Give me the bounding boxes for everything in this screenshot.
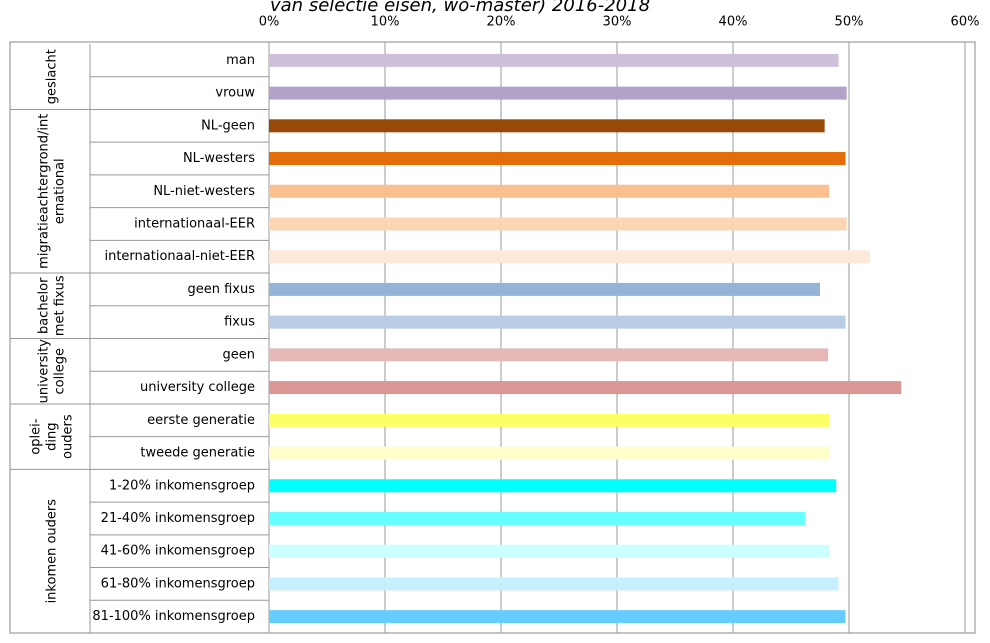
x-tick-label: 30% [603, 15, 632, 30]
bar [269, 511, 805, 525]
y-tick-label: 41-60% inkomensgroep [101, 544, 255, 559]
bar [269, 53, 839, 67]
bar [269, 610, 846, 624]
y-tick-label: 81-100% inkomensgroep [92, 609, 255, 624]
bar [269, 413, 830, 427]
y-tick-label: geen [223, 347, 256, 362]
x-tick-label: 60% [951, 15, 980, 30]
bar [269, 479, 837, 493]
chart-title: van selectie eisen, wo-master) 2016-2018 [270, 0, 650, 16]
bar [269, 119, 825, 133]
x-tick-label: 0% [259, 15, 280, 30]
y-tick-label: fixus [224, 315, 255, 330]
y-tick-label: tweede generatie [140, 446, 255, 461]
group-label: geslacht [45, 49, 60, 104]
group-label: ernational [53, 158, 68, 224]
group-label: university [37, 339, 52, 404]
group-label: oplei- [29, 418, 44, 454]
x-tick-label: 40% [719, 15, 748, 30]
bar [269, 250, 870, 264]
y-tick-label: university college [140, 380, 255, 395]
y-tick-label: 21-40% inkomensgroep [101, 511, 255, 526]
bar [269, 577, 839, 591]
y-tick-label: eerste generatie [147, 413, 255, 428]
y-tick-label: vrouw [215, 86, 255, 101]
bar [269, 217, 847, 231]
bar [269, 282, 820, 296]
y-tick-label: 1-20% inkomensgroep [109, 478, 255, 493]
bar [269, 86, 847, 100]
y-tick-label: NL-geen [201, 118, 255, 133]
bar [269, 348, 829, 362]
bar [269, 152, 846, 166]
bar [269, 381, 902, 395]
group-label: migratieachtergrond/int [37, 114, 52, 269]
y-tick-label: internationaal-niet-EER [104, 249, 255, 264]
chart-border [9, 41, 976, 634]
y-tick-label: geen fixus [187, 282, 255, 297]
bar [269, 315, 846, 329]
y-tick-label: NL-westers [183, 151, 255, 166]
bar [269, 544, 830, 558]
bar [269, 184, 830, 198]
x-tick-label: 50% [835, 15, 864, 30]
group-label: ouders [61, 414, 76, 459]
x-tick-label: 20% [487, 15, 516, 30]
group-label: bachelor [37, 277, 52, 334]
y-tick-label: internationaal-EER [134, 216, 255, 231]
bar [269, 446, 830, 460]
x-tick-label: 10% [371, 15, 400, 30]
y-tick-label: 61-80% inkomensgroep [101, 576, 255, 591]
y-tick-label: NL-niet-westers [153, 184, 255, 199]
group-label: inkomen ouders [45, 499, 60, 604]
group-label: ding [45, 422, 60, 450]
y-tick-label: man [226, 53, 255, 68]
group-label: college [53, 348, 68, 395]
group-label: met fixus [53, 275, 68, 336]
